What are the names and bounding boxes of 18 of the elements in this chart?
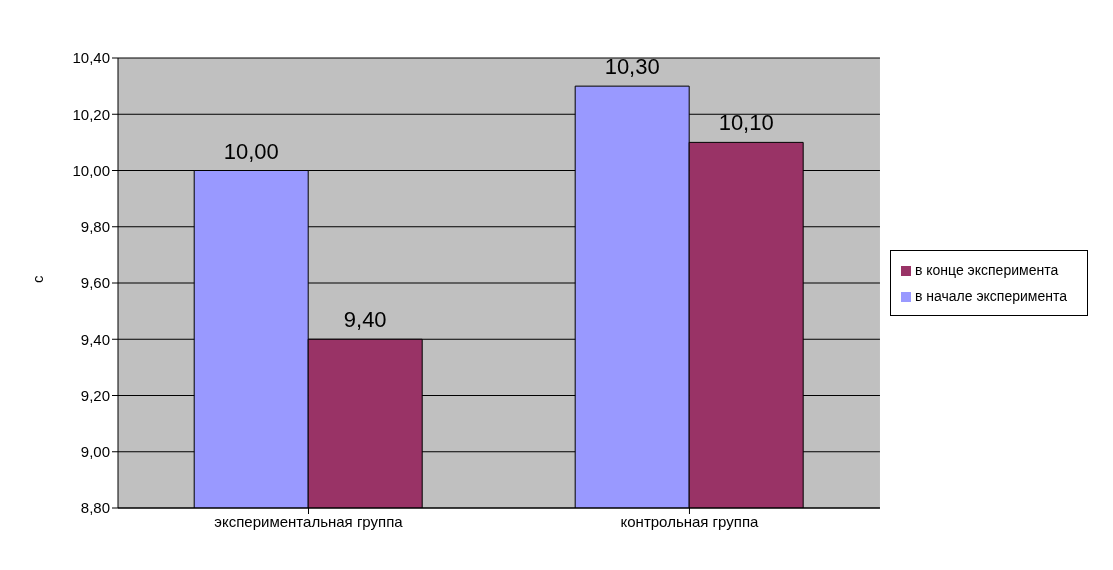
y-tick-label: 10,20 (72, 105, 110, 123)
y-axis-title: с (29, 275, 47, 283)
data-label: 9,40 (343, 307, 387, 333)
y-tick-label: 9,40 (80, 330, 110, 348)
y-tick-label: 9,00 (80, 443, 110, 461)
data-label: 10,10 (718, 110, 774, 136)
legend-label: в начале эксперимента (914, 288, 1067, 304)
y-tick-label: 9,80 (80, 218, 110, 236)
y-tick-label: 10,00 (72, 161, 110, 179)
y-tick-label: 8,80 (80, 499, 110, 517)
data-label: 10,00 (223, 138, 279, 164)
x-tick-label: экспериментальная группа (214, 512, 404, 530)
y-tick-label: 9,60 (80, 274, 110, 292)
y-tick-label: 10,40 (72, 49, 110, 67)
data-label: 10,30 (604, 54, 660, 80)
x-tick-label: контрольная группа (620, 512, 760, 530)
legend-label: в конце эксперимента (914, 262, 1059, 278)
y-tick-label: 9,20 (80, 386, 110, 404)
